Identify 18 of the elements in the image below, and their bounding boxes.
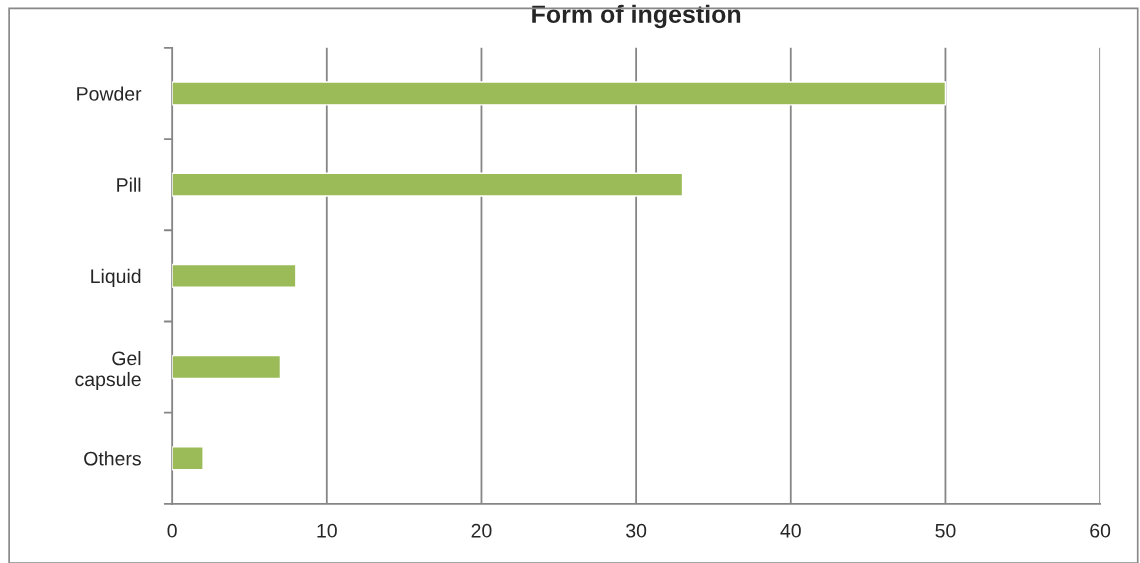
y-tick-label: Others — [84, 451, 141, 466]
x-tick-label: 20 — [471, 523, 492, 538]
bar — [172, 81, 947, 106]
x-tick-label: 30 — [626, 523, 647, 538]
x-tick-label: 10 — [317, 523, 337, 538]
chart-title: Form of ingestion — [532, 4, 741, 29]
x-tick-label: 50 — [935, 523, 956, 538]
bar — [172, 263, 297, 288]
bar — [172, 172, 684, 197]
x-tick-label: 0 — [167, 523, 177, 538]
bar — [172, 446, 204, 471]
y-tick-label: Pill — [117, 177, 141, 192]
x-tick-label: 60 — [1090, 523, 1111, 538]
bar — [172, 354, 282, 380]
x-tick-label: 40 — [780, 523, 801, 538]
y-tick-label: Gel capsule — [75, 350, 141, 391]
y-tick-label: Powder — [77, 86, 142, 101]
y-tick-label: Liquid — [91, 268, 141, 287]
